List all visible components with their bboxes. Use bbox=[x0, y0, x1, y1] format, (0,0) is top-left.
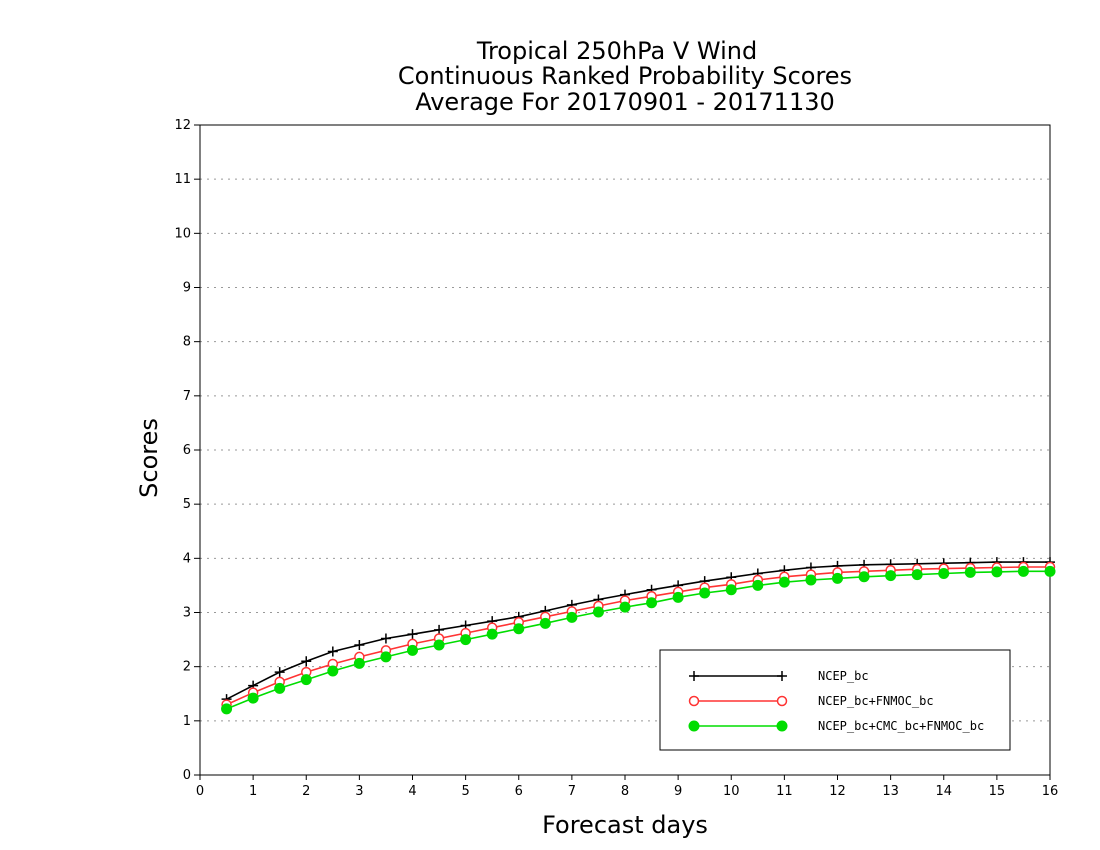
data-point-plus-marker bbox=[434, 624, 445, 635]
data-point-plus-marker bbox=[274, 667, 285, 678]
chart-title-line-3: Average For 20170901 - 20171130 bbox=[415, 88, 835, 116]
y-tick-label: 4 bbox=[183, 551, 191, 566]
data-point-filled-circle-marker bbox=[1017, 565, 1029, 577]
y-axis-label: Scores bbox=[135, 418, 163, 498]
x-tick-label: 1 bbox=[249, 784, 257, 799]
data-point-filled-circle-marker bbox=[327, 665, 339, 677]
chart-title-line-2: Continuous Ranked Probability Scores bbox=[398, 62, 852, 90]
legend-box bbox=[659, 649, 1011, 751]
data-point-filled-circle-marker bbox=[832, 572, 843, 584]
data-point-filled-circle-marker bbox=[353, 657, 365, 669]
legend-label: NCEP_bc bbox=[818, 669, 869, 683]
chart-title-line-1: Tropical 250hPa V Wind bbox=[476, 37, 757, 65]
chart-title: Tropical 250hPa V Wind Continuous Ranked… bbox=[398, 37, 852, 116]
data-point-plus-marker bbox=[689, 671, 699, 681]
x-tick-label: 4 bbox=[408, 784, 416, 799]
x-tick-label: 11 bbox=[776, 784, 793, 799]
legend-entry: NCEP_bc bbox=[689, 669, 869, 683]
data-point-filled-circle-marker bbox=[566, 611, 578, 623]
y-tick-label: 8 bbox=[183, 335, 191, 350]
data-point-filled-circle-marker bbox=[991, 566, 1003, 578]
data-point-plus-marker bbox=[407, 629, 418, 640]
data-point-filled-circle-marker bbox=[778, 576, 790, 588]
legend-entry: NCEP_bc+FNMOC_bc bbox=[688, 694, 934, 708]
data-point-filled-circle-marker bbox=[776, 720, 788, 732]
x-tick-label: 14 bbox=[935, 784, 952, 799]
x-tick-label: 12 bbox=[829, 784, 846, 799]
data-point-filled-circle-marker bbox=[592, 606, 604, 618]
data-point-filled-circle-marker bbox=[688, 720, 700, 732]
data-point-filled-circle-marker bbox=[699, 587, 711, 599]
x-tick-label: 15 bbox=[989, 784, 1006, 799]
y-tick-label: 0 bbox=[183, 768, 191, 783]
data-point-filled-circle-marker bbox=[805, 574, 817, 586]
x-tick-label: 8 bbox=[621, 784, 629, 799]
y-tick-label: 9 bbox=[183, 281, 191, 296]
x-tick-label: 0 bbox=[196, 784, 204, 799]
x-tick-label: 7 bbox=[568, 784, 576, 799]
data-point-filled-circle-marker bbox=[407, 644, 418, 656]
y-tick-label: 11 bbox=[174, 172, 191, 187]
series-3 bbox=[221, 565, 1056, 715]
data-point-plus-marker bbox=[380, 633, 391, 644]
data-point-filled-circle-marker bbox=[964, 566, 976, 578]
data-point-filled-circle-marker bbox=[619, 601, 631, 613]
data-point-open-circle-marker bbox=[776, 695, 788, 707]
data-point-filled-circle-marker bbox=[911, 569, 923, 581]
data-point-open-circle-marker bbox=[688, 695, 700, 707]
y-tick-label: 5 bbox=[183, 497, 191, 512]
data-point-filled-circle-marker bbox=[513, 623, 525, 635]
y-tick-label: 6 bbox=[183, 443, 191, 458]
x-tick-label: 6 bbox=[515, 784, 523, 799]
x-tick-label: 2 bbox=[302, 784, 310, 799]
y-tick-label: 1 bbox=[183, 714, 191, 729]
data-point-filled-circle-marker bbox=[274, 682, 286, 694]
data-point-filled-circle-marker bbox=[885, 570, 897, 582]
data-point-filled-circle-marker bbox=[460, 634, 472, 646]
data-point-filled-circle-marker bbox=[247, 692, 259, 704]
data-point-plus-marker bbox=[301, 656, 312, 667]
gridlines bbox=[200, 178, 1050, 722]
data-point-filled-circle-marker bbox=[486, 628, 498, 640]
y-tick-label: 7 bbox=[183, 389, 191, 404]
data-point-filled-circle-marker bbox=[646, 597, 658, 609]
series-layer bbox=[221, 557, 1056, 715]
data-point-filled-circle-marker bbox=[221, 703, 233, 715]
data-point-filled-circle-marker bbox=[433, 639, 445, 651]
x-axis-label: Forecast days bbox=[542, 811, 708, 839]
data-point-filled-circle-marker bbox=[938, 568, 950, 579]
data-point-filled-circle-marker bbox=[300, 674, 312, 686]
data-point-plus-marker bbox=[327, 646, 338, 657]
data-point-plus-marker bbox=[777, 671, 787, 681]
data-point-plus-marker bbox=[354, 640, 365, 650]
legend-label: NCEP_bc+CMC_bc+FNMOC_bc bbox=[818, 719, 984, 733]
legend: NCEP_bc NCEP_bc+FNMOC_bc NCEP_bc+CMC_bc+FN… bbox=[659, 649, 1011, 751]
x-tick-label: 16 bbox=[1042, 784, 1059, 799]
data-point-filled-circle-marker bbox=[672, 591, 684, 603]
y-tick-label: 10 bbox=[174, 226, 191, 241]
data-point-filled-circle-marker bbox=[380, 651, 392, 663]
legend-label: NCEP_bc+FNMOC_bc bbox=[818, 694, 934, 708]
x-tick-label: 5 bbox=[461, 784, 469, 799]
y-tick-label: 12 bbox=[174, 118, 191, 133]
data-point-filled-circle-marker bbox=[725, 584, 737, 596]
legend-entry: NCEP_bc+CMC_bc+FNMOC_bc bbox=[688, 719, 984, 733]
x-tick-label: 3 bbox=[355, 784, 363, 799]
x-tick-label: 13 bbox=[882, 784, 899, 799]
data-point-filled-circle-marker bbox=[539, 617, 551, 629]
data-point-filled-circle-marker bbox=[1044, 565, 1056, 577]
data-point-filled-circle-marker bbox=[858, 571, 870, 583]
x-tick-label: 9 bbox=[674, 784, 682, 799]
y-tick-label: 2 bbox=[183, 660, 191, 675]
data-point-filled-circle-marker bbox=[752, 579, 764, 591]
x-tick-label: 10 bbox=[723, 784, 740, 799]
y-tick-label: 3 bbox=[183, 606, 191, 621]
